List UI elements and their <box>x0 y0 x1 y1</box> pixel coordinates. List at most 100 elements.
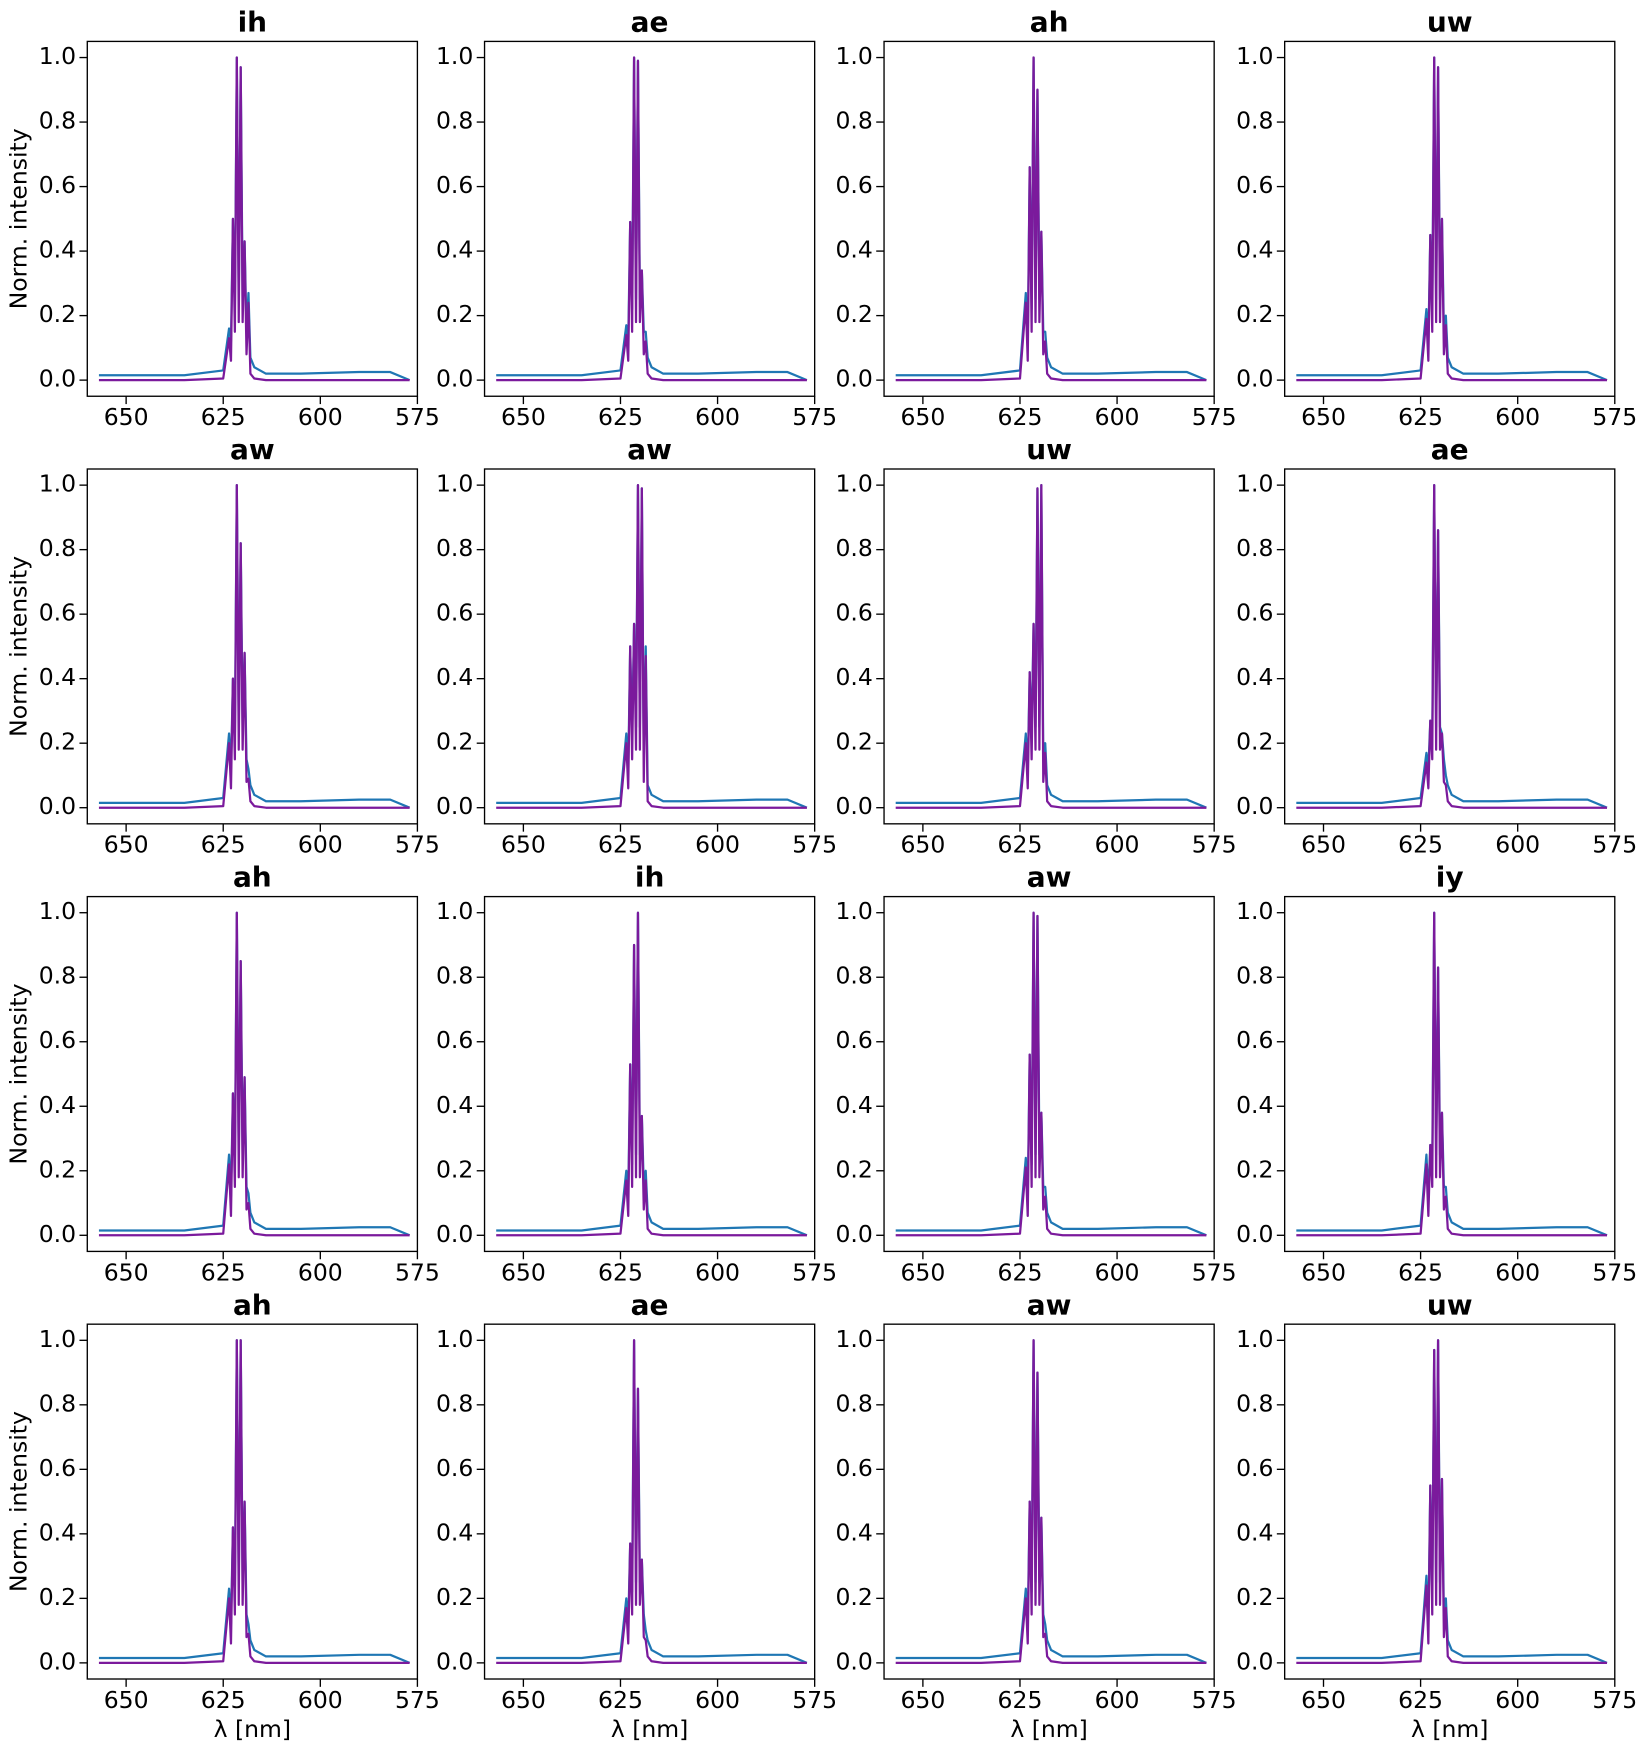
chart-title: ae <box>631 6 669 39</box>
axes-frame <box>483 468 816 825</box>
x-tick-label: 625 <box>998 1258 1043 1286</box>
x-tick-label: 575 <box>792 831 837 859</box>
x-tick-label: 625 <box>998 1686 1043 1714</box>
y-tick-label: 0.8 <box>436 1389 473 1417</box>
y-tick-label: 0.0 <box>39 792 76 820</box>
y-tick-label: 0.6 <box>835 599 872 627</box>
axes-frame <box>883 40 1215 397</box>
y-tick-label: 1.0 <box>835 897 872 925</box>
x-tick-label: 600 <box>1095 1258 1140 1286</box>
y-tick-label: 0.4 <box>1236 1091 1273 1119</box>
spectrum-line <box>496 56 808 382</box>
y-tick-label: 1.0 <box>1236 1325 1273 1353</box>
x-tick-label: 600 <box>1495 1258 1540 1286</box>
x-tick-label: 650 <box>900 1258 945 1286</box>
x-tick-label: 600 <box>298 403 343 431</box>
x-tick-label: 600 <box>298 831 343 859</box>
y-tick-label: 0.2 <box>436 1583 473 1611</box>
x-tick-label: 625 <box>598 1686 643 1714</box>
y-tick-label: 0.0 <box>39 1647 76 1675</box>
y-tick-label: 1.0 <box>1236 470 1273 498</box>
axes-frame <box>1283 468 1616 825</box>
chart-title: aw <box>627 433 672 466</box>
x-tick-label: 575 <box>1192 1686 1237 1714</box>
x-tick-label: 575 <box>1192 831 1237 859</box>
y-tick-label: 0.8 <box>835 962 872 990</box>
x-tick-label: 600 <box>695 403 740 431</box>
chart-title: ah <box>1030 6 1069 39</box>
x-tick-label: 625 <box>1398 1686 1443 1714</box>
x-tick-label: 575 <box>1592 403 1637 431</box>
y-tick-label: 0.8 <box>39 962 76 990</box>
spectrum-line <box>1296 56 1608 382</box>
spectrum-line <box>496 1339 808 1664</box>
x-tick-label: 625 <box>1398 403 1443 431</box>
y-tick-label: 0.6 <box>835 1454 872 1482</box>
x-tick-label: 600 <box>1495 831 1540 859</box>
spectrum-line <box>98 56 411 382</box>
y-tick-label: 0.2 <box>436 1155 473 1183</box>
chart-title: ae <box>1431 433 1469 466</box>
y-tick-label: 0.4 <box>39 1518 76 1546</box>
chart-title: uw <box>1427 1288 1473 1321</box>
y-tick-label: 0.8 <box>436 107 473 135</box>
spectrum-line <box>98 1339 411 1664</box>
x-tick-label: 600 <box>1495 1686 1540 1714</box>
spectrum-line <box>98 484 410 809</box>
y-tick-label: 0.2 <box>835 300 872 328</box>
y-tick-label: 0.8 <box>436 962 473 990</box>
y-tick-label: 0.4 <box>39 663 76 691</box>
x-tick-label: 575 <box>1592 1258 1637 1286</box>
axes-frame <box>883 1323 1215 1680</box>
spectrum-line <box>98 911 410 1237</box>
axes-frame <box>1283 1323 1616 1680</box>
chart-title: ih <box>635 861 664 894</box>
y-tick-label: 1.0 <box>436 897 473 925</box>
spectrum-line <box>98 484 411 809</box>
y-tick-label: 0.4 <box>39 236 76 264</box>
y-tick-label: 0.0 <box>39 365 76 393</box>
y-tick-label: 0.6 <box>436 171 473 199</box>
x-tick-label: 650 <box>104 1258 149 1286</box>
x-tick-label: 650 <box>104 403 149 431</box>
chart-title: aw <box>1027 861 1072 894</box>
y-tick-label: 0.4 <box>835 1518 872 1546</box>
y-axis-label: Norm. intensity <box>5 1411 33 1592</box>
spectrum-line <box>496 911 808 1237</box>
x-tick-label: 575 <box>1592 831 1637 859</box>
x-tick-label: 625 <box>201 831 246 859</box>
y-tick-label: 0.2 <box>1236 300 1273 328</box>
axes-frame <box>86 468 419 825</box>
y-tick-label: 0.0 <box>436 792 473 820</box>
x-tick-label: 625 <box>598 1258 643 1286</box>
x-axis-label: λ [nm] <box>611 1715 688 1743</box>
y-axis-label: Norm. intensity <box>5 556 33 737</box>
spectrum-line <box>98 911 411 1237</box>
spectrum-line <box>895 56 1207 382</box>
x-tick-label: 650 <box>501 403 546 431</box>
y-tick-label: 0.6 <box>835 1026 872 1054</box>
y-tick-label: 0.8 <box>39 534 76 562</box>
x-tick-label: 575 <box>1192 1258 1237 1286</box>
x-tick-label: 575 <box>1192 403 1237 431</box>
y-tick-label: 0.4 <box>436 663 473 691</box>
spectrum-line <box>895 1339 1207 1664</box>
y-tick-label: 0.4 <box>436 236 473 264</box>
x-tick-label: 600 <box>298 1686 343 1714</box>
spectrum-line <box>895 911 1207 1237</box>
x-axis-label: λ [nm] <box>214 1715 291 1743</box>
y-tick-label: 0.4 <box>835 663 872 691</box>
chart-title: ah <box>233 1288 272 1321</box>
x-tick-label: 625 <box>998 831 1043 859</box>
x-tick-label: 625 <box>1398 1258 1443 1286</box>
y-tick-label: 0.6 <box>1236 1026 1273 1054</box>
spectrum-line <box>895 1339 1207 1664</box>
y-tick-label: 0.6 <box>1236 599 1273 627</box>
x-tick-label: 625 <box>998 403 1043 431</box>
y-tick-label: 0.8 <box>835 1389 872 1417</box>
x-tick-label: 650 <box>1301 831 1346 859</box>
y-tick-label: 0.2 <box>39 728 76 756</box>
chart-title: iy <box>1436 861 1464 894</box>
